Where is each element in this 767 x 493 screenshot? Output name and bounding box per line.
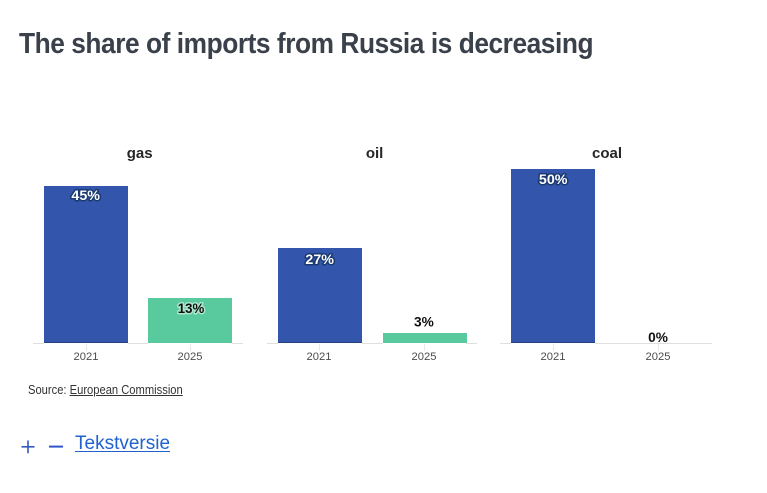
svg-text:3%: 3% [414,315,434,330]
svg-text:50%: 50% [539,172,568,187]
svg-text:27%: 27% [305,252,334,267]
svg-text:45%: 45% [71,188,100,203]
svg-text:13%: 13% [178,301,205,316]
svg-text:0%: 0% [648,330,668,345]
